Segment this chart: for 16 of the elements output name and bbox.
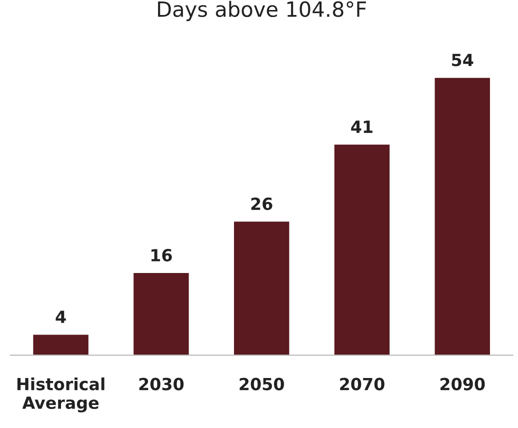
- data-label: 26: [251, 198, 272, 210]
- chart-title: Days above 104.8°F: [158, 0, 366, 22]
- x-tick-label: 2030: [139, 378, 184, 390]
- bar: [334, 144, 390, 356]
- bar: [33, 334, 88, 356]
- x-tick-label: 2090: [440, 378, 485, 390]
- bar: [134, 273, 189, 356]
- data-label: 41: [351, 120, 372, 133]
- x-tick-label: 2050: [240, 378, 284, 390]
- data-label: 54: [452, 54, 474, 66]
- data-label: 16: [151, 248, 172, 262]
- data-label: 4: [56, 310, 66, 323]
- x-tick-label: Historical Average: [17, 377, 104, 412]
- x-tick-label: 2070: [340, 378, 384, 390]
- bar: [434, 78, 490, 356]
- bar: [234, 222, 290, 356]
